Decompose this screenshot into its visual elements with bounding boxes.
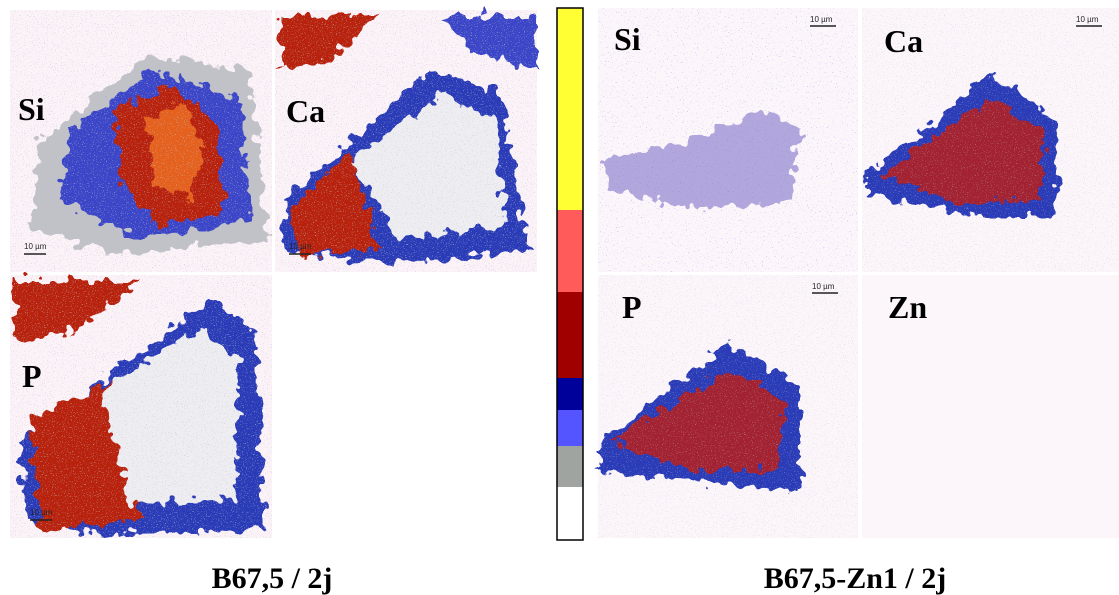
scale-bar-label: 10 µm <box>24 242 47 251</box>
caption: B67,5 / 2j <box>212 562 333 595</box>
panel-label: Si <box>614 21 641 57</box>
map-right-zn: Zn <box>862 275 1119 538</box>
panel-label: P <box>22 358 42 394</box>
scale-bar-label: 10 µm <box>289 242 312 251</box>
caption: B67,5-Zn1 / 2j <box>764 562 947 595</box>
map-left-ca: Ca 10 µm <box>275 10 537 272</box>
panel-label: Ca <box>286 93 325 129</box>
panel-label: Ca <box>884 23 923 59</box>
color-scale <box>556 7 584 541</box>
scale-bar-label: 10 µm <box>810 15 833 24</box>
map-left-si: Si 10 µm <box>10 10 272 272</box>
scale-bar-label: 10 µm <box>812 282 835 291</box>
panel-label: Si <box>18 91 45 127</box>
map-left-p: P 10 µm <box>10 275 272 538</box>
scale-bar-label: 10 µm <box>30 508 53 517</box>
map-right-p: P 10 µm <box>598 275 858 538</box>
panel-label: Zn <box>888 289 927 325</box>
map-right-si: Si 10 µm <box>598 8 858 272</box>
map-right-ca: Ca 10 µm <box>862 8 1119 272</box>
scale-bar-label: 10 µm <box>1076 15 1099 24</box>
panel-label: P <box>622 289 642 325</box>
